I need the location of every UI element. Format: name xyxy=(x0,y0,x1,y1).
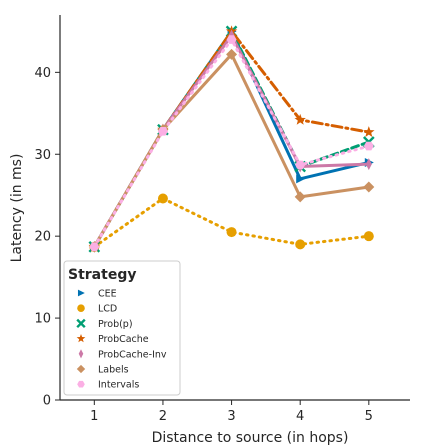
legend-item-intervals: Intervals xyxy=(77,380,139,391)
legend-item-probcache: ProbCache xyxy=(76,334,149,345)
data-point-lcd xyxy=(157,193,168,204)
data-point-intervals xyxy=(363,141,374,151)
series-layer xyxy=(88,25,375,253)
legend-box xyxy=(63,260,181,396)
data-point-lcd xyxy=(295,239,306,250)
data-point-cee xyxy=(296,174,306,184)
x-tick-label: 5 xyxy=(365,409,373,424)
x-tick-label: 1 xyxy=(90,409,98,424)
data-point-intervals xyxy=(157,126,168,136)
series-cee xyxy=(90,26,374,252)
series-line-cee xyxy=(92,29,371,249)
series-prob-p xyxy=(88,25,375,253)
legend-marker-cee xyxy=(77,289,85,297)
data-point-intervals xyxy=(89,242,100,252)
legend-label-probcache: ProbCache xyxy=(98,334,149,345)
y-tick-label: 40 xyxy=(34,66,51,81)
legend-label-cee: CEE xyxy=(98,289,117,300)
legend-item-lcd: LCD xyxy=(77,304,117,315)
data-point-labels xyxy=(363,181,375,193)
data-point-lcd xyxy=(226,227,237,238)
y-tick-label: 30 xyxy=(34,148,51,163)
legend-item-prob-p: Prob(p) xyxy=(76,318,133,330)
axes: 1 2 3 4 5 0 10 20 30 40 xyxy=(34,15,410,424)
legend-item-probcache-inv: ProbCache-Inv xyxy=(78,349,167,360)
x-tick-label: 4 xyxy=(296,409,304,424)
data-point-labels xyxy=(226,48,238,60)
legend: Strategy CEE LCD Prob(p) ProbCache ProbCache… xyxy=(63,260,181,396)
legend-marker-probcache xyxy=(76,334,86,343)
series-line-probcache xyxy=(92,29,371,249)
series-lcd xyxy=(89,193,374,252)
series-intervals xyxy=(89,35,374,252)
data-point-intervals xyxy=(295,160,306,170)
series-line-intervals xyxy=(92,38,371,249)
data-point-probcache-inv xyxy=(365,158,372,171)
legend-marker-prob-p xyxy=(76,318,86,329)
legend-item-labels: Labels xyxy=(76,364,129,376)
data-point-lcd xyxy=(363,231,374,242)
y-tick-label: 0 xyxy=(43,394,51,409)
x-tick-label: 2 xyxy=(159,409,167,424)
data-point-probcache xyxy=(294,113,306,125)
data-point-probcache xyxy=(363,126,375,137)
series-line-lcd xyxy=(92,196,371,249)
data-point-labels xyxy=(294,191,306,203)
series-line-labels xyxy=(92,52,371,249)
legend-title: Strategy xyxy=(68,267,136,283)
legend-marker-labels xyxy=(76,364,86,374)
series-line-probcache-inv xyxy=(92,33,371,249)
legend-item-cee: CEE xyxy=(77,289,117,300)
legend-marker-lcd xyxy=(77,304,85,313)
series-line-prob-p xyxy=(92,29,371,249)
x-axis-label: Distance to source (in hops) xyxy=(152,430,349,446)
legend-label-lcd: LCD xyxy=(98,304,117,315)
data-point-intervals xyxy=(226,35,237,44)
legend-marker-intervals xyxy=(77,380,85,388)
y-tick-label: 10 xyxy=(34,312,51,327)
legend-label-intervals: Intervals xyxy=(98,380,139,391)
legend-label-probcache-inv: ProbCache-Inv xyxy=(98,349,167,360)
y-tick-label: 20 xyxy=(34,230,51,245)
x-tick-label: 3 xyxy=(227,409,235,424)
legend-label-labels: Labels xyxy=(98,365,129,376)
legend-marker-probcache-inv xyxy=(78,349,84,359)
y-axis-label: Latency (in ms) xyxy=(9,154,25,263)
legend-label-prob-p: Prob(p) xyxy=(98,319,133,330)
